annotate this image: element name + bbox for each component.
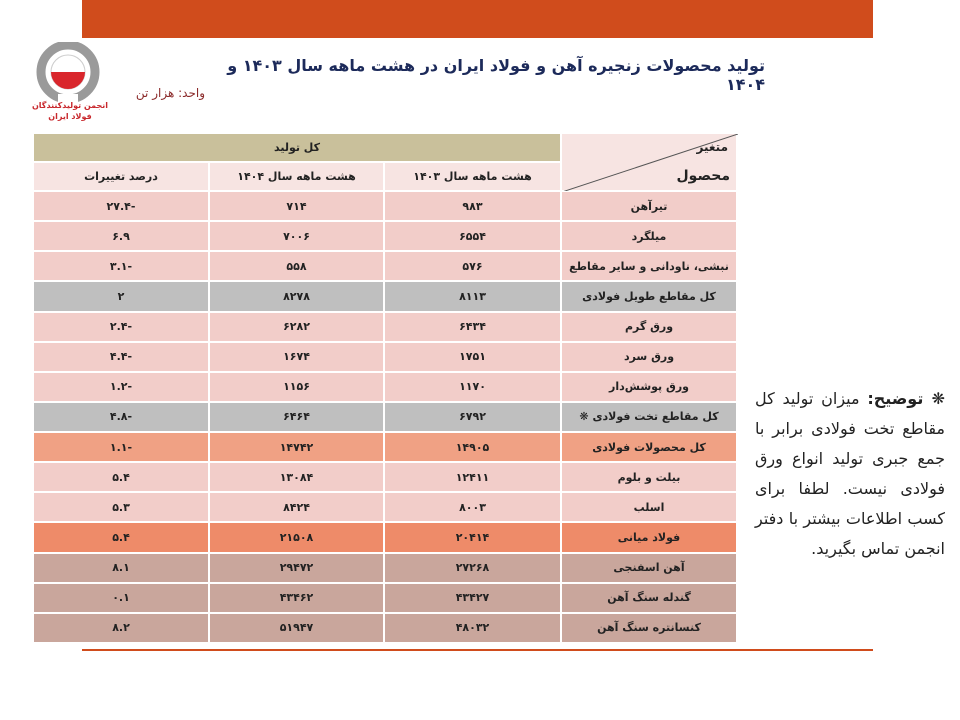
column-header: هشت ماهه سال ۱۴۰۳	[384, 162, 561, 191]
product-cell: گندله سنگ آهن	[561, 582, 737, 613]
value-cell: ۹۸۳	[384, 191, 561, 222]
product-cell: آهن اسفنجی	[561, 552, 737, 583]
product-cell: تیرآهن	[561, 191, 737, 222]
value-cell: ۲۱۵۰۸	[209, 522, 384, 553]
value-cell: ۵.۴	[33, 462, 209, 493]
title: تولید محصولات زنجیره آهن و فولاد ایران د…	[227, 56, 765, 94]
value-cell: ۲	[33, 281, 209, 312]
value-cell: ۶۷۹۲	[384, 401, 561, 433]
corner-cell: متغیر محصول	[561, 133, 738, 192]
product-cell: کل محصولات فولادی	[561, 432, 737, 463]
value-cell: ۱۳۰۸۴	[209, 462, 384, 493]
corner-bottom: محصول	[676, 168, 730, 184]
value-cell: ۰.۱	[33, 582, 209, 613]
value-cell: ۲۹۴۷۲	[209, 552, 384, 583]
value-cell: ۳.۱-	[33, 251, 209, 282]
column-header: درصد تغییرات	[33, 162, 209, 191]
column-header: هشت ماهه سال ۱۴۰۴	[209, 162, 384, 191]
logo	[36, 42, 100, 104]
value-cell: ۶.۹	[33, 221, 209, 252]
note: ❋ توضیح: میزان تولید کل مقاطع تخت فولادی…	[755, 384, 945, 564]
product-cell: اسلب	[561, 492, 737, 523]
value-cell: ۸۰۰۳	[384, 492, 561, 523]
value-cell: ۱.۱-	[33, 432, 209, 463]
value-cell: ۲.۴-	[33, 311, 209, 342]
value-cell: ۵۷۶	[384, 251, 561, 282]
product-cell: فولاد میانی	[561, 522, 737, 553]
value-cell: ۱۱۵۶	[209, 371, 384, 402]
table: کل تولید متغیر محصول هشت ماهه سال ۱۴۰۳ هشت م…	[33, 133, 738, 643]
value-cell: ۵.۴	[33, 522, 209, 553]
value-cell: ۱.۲-	[33, 371, 209, 402]
product-cell: نبشی، ناودانی و سایر مقاطع	[561, 251, 737, 282]
value-cell: ۲۷.۴-	[33, 191, 209, 222]
value-cell: ۵.۳	[33, 492, 209, 523]
value-cell: ۸.۲	[33, 612, 209, 643]
value-cell: ۱۴۷۴۲	[209, 432, 384, 463]
value-cell: ۴۳۴۲۷	[384, 582, 561, 613]
value-cell: ۸۴۲۴	[209, 492, 384, 523]
product-cell: میلگرد	[561, 221, 737, 252]
note-label: ❋ توضیح:	[867, 389, 945, 408]
unit: واحد: هزار تن	[135, 86, 205, 100]
value-cell: ۱۲۴۱۱	[384, 462, 561, 493]
value-cell: ۵۱۹۴۷	[209, 612, 384, 643]
logo-text: انجمن تولیدکنندگان فولاد ایران	[31, 101, 109, 121]
value-cell: ۷۰۰۶	[209, 221, 384, 252]
value-cell: ۴.۸-	[33, 401, 209, 433]
value-cell: ۸۱۱۳	[384, 281, 561, 312]
top-bar	[82, 0, 873, 38]
value-cell: ۱۴۹۰۵	[384, 432, 561, 463]
value-cell: ۸.۱	[33, 552, 209, 583]
product-cell: ورق سرد	[561, 341, 737, 372]
corner-top: متغیر	[696, 140, 728, 154]
product-cell: کنسانتره سنگ آهن	[561, 612, 737, 643]
value-cell: ۶۲۸۲	[209, 311, 384, 342]
value-cell: ۱۶۷۴	[209, 341, 384, 372]
product-cell: کل مقاطع تخت فولادی ❋	[561, 401, 737, 433]
value-cell: ۸۲۷۸	[209, 281, 384, 312]
value-cell: ۱۷۵۱	[384, 341, 561, 372]
value-cell: ۴.۴-	[33, 341, 209, 372]
value-cell: ۶۴۳۴	[384, 311, 561, 342]
value-cell: ۵۵۸	[209, 251, 384, 282]
product-cell: ورق گرم	[561, 311, 737, 342]
value-cell: ۱۱۷۰	[384, 371, 561, 402]
product-cell: ورق پوشش‌دار	[561, 371, 737, 402]
product-cell: بیلت و بلوم	[561, 462, 737, 493]
value-cell: ۶۴۶۴	[209, 401, 384, 433]
group-header: کل تولید	[33, 133, 561, 162]
value-cell: ۲۷۲۶۸	[384, 552, 561, 583]
bottom-line	[82, 649, 873, 651]
value-cell: ۶۵۵۴	[384, 221, 561, 252]
value-cell: ۴۸۰۳۲	[384, 612, 561, 643]
value-cell: ۲۰۴۱۴	[384, 522, 561, 553]
note-text: میزان تولید کل مقاطع تخت فولادی برابر با…	[755, 389, 945, 558]
product-cell: کل مقاطع طویل فولادی	[561, 281, 737, 312]
value-cell: ۷۱۴	[209, 191, 384, 222]
value-cell: ۴۳۴۶۲	[209, 582, 384, 613]
